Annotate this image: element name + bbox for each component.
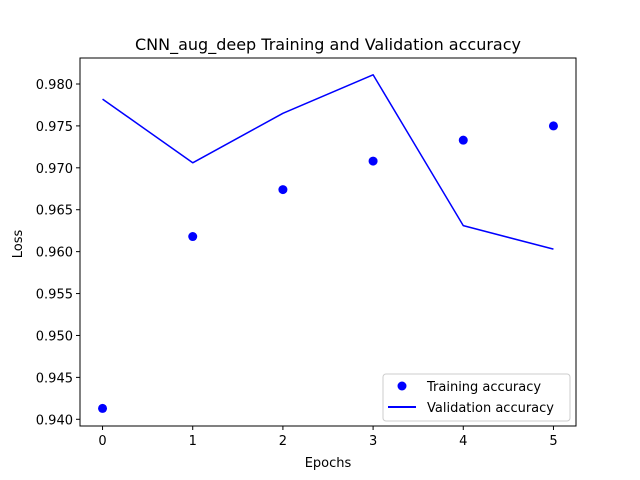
chart-title: CNN_aug_deep Training and Validation acc… bbox=[135, 35, 521, 55]
x-axis-label: Epochs bbox=[305, 456, 352, 471]
x-tick-label: 2 bbox=[279, 434, 287, 449]
axis-ticks: 0 1 2 3 4 5 0.940 0.945 0.950 0.955 0.960 0.965 0.97… bbox=[36, 57, 577, 449]
y-tick-label: 0.955 bbox=[36, 288, 73, 303]
legend-box bbox=[382, 373, 571, 422]
data-point-training-accuracy-1 bbox=[188, 232, 198, 242]
data-point-training-accuracy-5 bbox=[548, 121, 558, 131]
y-tick-label: 0.980 bbox=[36, 78, 73, 93]
y-tick-label: 0.945 bbox=[36, 371, 73, 386]
x-tick-label: 1 bbox=[189, 434, 197, 449]
legend-marker-training-accuracy bbox=[397, 381, 407, 391]
axes-frame bbox=[79, 57, 577, 427]
x-tick-label: 5 bbox=[549, 434, 557, 449]
legend-label-validation-accuracy: Validation accuracy bbox=[427, 401, 554, 416]
y-tick-label: 0.960 bbox=[36, 246, 73, 261]
y-tick-label: 0.970 bbox=[36, 162, 73, 177]
legend-label-training-accuracy: Training accuracy bbox=[426, 380, 541, 395]
y-axis-label: Loss bbox=[11, 230, 26, 259]
x-tick-label: 4 bbox=[459, 434, 467, 449]
y-tick-label: 0.940 bbox=[36, 413, 73, 428]
data-point-training-accuracy-2 bbox=[278, 185, 288, 195]
data-point-training-accuracy-0 bbox=[98, 403, 108, 413]
y-tick-label: 0.950 bbox=[36, 329, 73, 344]
plot-area bbox=[98, 74, 558, 413]
data-point-training-accuracy-3 bbox=[368, 156, 378, 166]
y-tick-label: 0.965 bbox=[36, 204, 73, 219]
y-tick-label: 0.975 bbox=[36, 120, 73, 135]
x-tick-label: 3 bbox=[369, 434, 377, 449]
legend: Training accuracy Validation accuracy bbox=[382, 373, 571, 422]
x-tick-label: 0 bbox=[98, 434, 106, 449]
series-line-validation-accuracy bbox=[102, 74, 554, 250]
data-point-training-accuracy-4 bbox=[458, 135, 468, 145]
